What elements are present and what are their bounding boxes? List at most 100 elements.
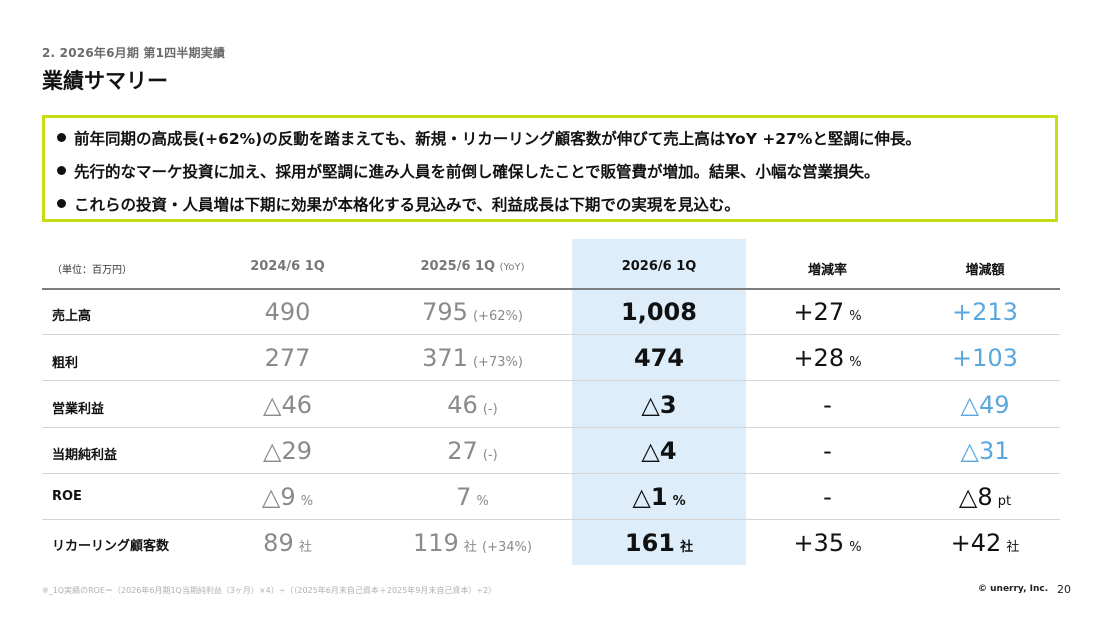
value-2026: 474: [572, 344, 746, 372]
row-label: 当期純利益: [52, 448, 118, 463]
value-number: △9: [261, 483, 296, 511]
value-2025: 795 (+62%): [395, 298, 550, 326]
value-rate: +27 %: [760, 298, 895, 326]
value-2025: 27 (-): [395, 437, 550, 465]
value-unit: 社: [298, 540, 312, 555]
value-amount: +213: [915, 298, 1055, 326]
col-header-2025-label: 2025/6 1Q: [420, 259, 496, 274]
value-number: 27: [447, 437, 478, 465]
value-2024: △9 %: [215, 483, 360, 511]
summary-bullet-text: これらの投資・人員増は下期に効果が本格化する見込みで、利益成長は下期での実現を見…: [74, 196, 740, 214]
yoy-note: (+62%): [472, 309, 523, 324]
value-number: △8: [958, 483, 993, 511]
value-number: 46: [447, 391, 478, 419]
row-label: リカーリング顧客数: [52, 539, 170, 554]
value-amount: +103: [915, 344, 1055, 372]
page-title: 業績サマリー: [42, 69, 168, 93]
value-rate: +35 %: [760, 529, 895, 557]
value-number: +35: [793, 529, 845, 557]
value-unit: %: [849, 355, 862, 370]
value-2024: 490: [215, 298, 360, 326]
value-2026: △3: [572, 391, 746, 419]
value-number: 161: [624, 529, 675, 557]
value-number: 371: [422, 344, 468, 372]
bullet-dot-icon: [57, 133, 66, 142]
value-2025: 371 (+73%): [395, 344, 550, 372]
summary-bullet: 先行的なマーケ投資に加え、採用が堅調に進み人員を前倒し確保したことで販管費が増加…: [57, 160, 880, 182]
value-number: -: [823, 437, 832, 465]
value-number: △46: [263, 391, 312, 419]
value-2024: △46: [215, 391, 360, 419]
value-number: 89: [263, 529, 294, 557]
summary-bullet-text: 前年同期の高成長(+62%)の反動を踏まえても、新規・リカーリング顧客数が伸びて…: [74, 130, 921, 148]
value-unit: %: [849, 309, 862, 324]
value-2025: 7 %: [395, 483, 550, 511]
value-2025: 46 (-): [395, 391, 550, 419]
value-number: 277: [264, 344, 311, 372]
value-number: 119: [413, 529, 459, 557]
col-header-amount: 増減額: [965, 263, 1005, 278]
value-2024: 89 社: [215, 529, 360, 557]
value-amount: △31: [915, 437, 1055, 465]
value-unit: %: [300, 494, 314, 509]
value-number: +42: [950, 529, 1002, 557]
value-unit: %: [672, 494, 686, 509]
row-divider: [42, 334, 1060, 335]
row-divider: [42, 519, 1060, 520]
row-divider: [42, 473, 1060, 474]
page-number: 20: [1057, 583, 1071, 596]
bullet-dot-icon: [57, 166, 66, 175]
col-header-2024: 2024/6 1Q: [250, 259, 325, 274]
value-unit: 社: [1006, 540, 1020, 555]
value-number: △3: [641, 391, 677, 419]
value-number: △4: [641, 437, 677, 465]
unit-label: （単位：百万円）: [52, 265, 132, 276]
summary-bullet-text: 先行的なマーケ投資に加え、採用が堅調に進み人員を前倒し確保したことで販管費が増加…: [74, 163, 880, 181]
col-header-yoy-note: (YoY): [499, 262, 525, 273]
row-label: 粗利: [52, 356, 79, 371]
value-number: △1: [632, 483, 668, 511]
value-unit: %: [849, 540, 862, 555]
value-number: 7: [456, 483, 472, 511]
col-header-2025: 2025/6 1Q (YoY): [395, 259, 550, 274]
row-divider: [42, 380, 1060, 381]
value-number: 490: [264, 298, 311, 326]
value-number: -: [823, 391, 832, 419]
value-number: 1,008: [621, 298, 697, 326]
value-rate: -: [760, 437, 895, 465]
col-header-2026: 2026/6 1Q: [621, 259, 697, 274]
footnote: ※_1Q実績のROE＝（2026年6月期1Q当期純利益（3ヶ月）×4）÷（（20…: [42, 586, 497, 595]
section-label: 2. 2026年6月期 第1四半期実績: [42, 46, 226, 60]
value-2024: 277: [215, 344, 360, 372]
value-2025: 119 社 (+34%): [395, 529, 550, 557]
value-unit: 社: [680, 540, 694, 555]
yoy-note: (+34%): [482, 540, 532, 555]
value-2026: 161 社: [572, 529, 746, 557]
yoy-note: (-): [482, 402, 498, 417]
col-header-rate: 増減率: [807, 263, 847, 278]
value-2024: △29: [215, 437, 360, 465]
value-rate: -: [760, 483, 895, 511]
value-number: +213: [952, 298, 1018, 326]
value-rate: +28 %: [760, 344, 895, 372]
value-number: +103: [952, 344, 1018, 372]
current-period-highlight: [572, 239, 746, 565]
value-2026: △1 %: [572, 483, 746, 511]
copyright: © unerry, Inc.: [978, 584, 1049, 594]
summary-bullet: 前年同期の高成長(+62%)の反動を踏まえても、新規・リカーリング顧客数が伸びて…: [57, 127, 921, 149]
value-amount: △8 pt: [915, 483, 1055, 511]
summary-bullet: これらの投資・人員増は下期に効果が本格化する見込みで、利益成長は下期での実現を見…: [57, 193, 740, 215]
yoy-note: (-): [482, 448, 498, 463]
value-number: △31: [960, 437, 1010, 465]
value-amount: △49: [915, 391, 1055, 419]
value-number: △49: [960, 391, 1010, 419]
value-unit: 社: [463, 540, 477, 555]
value-number: +28: [793, 344, 845, 372]
yoy-note: (+73%): [472, 355, 523, 370]
value-number: +27: [793, 298, 845, 326]
value-rate: -: [760, 391, 895, 419]
bullet-dot-icon: [57, 199, 66, 208]
row-label: 売上高: [52, 309, 92, 324]
row-label: ROE: [52, 489, 82, 504]
value-number: -: [823, 483, 832, 511]
